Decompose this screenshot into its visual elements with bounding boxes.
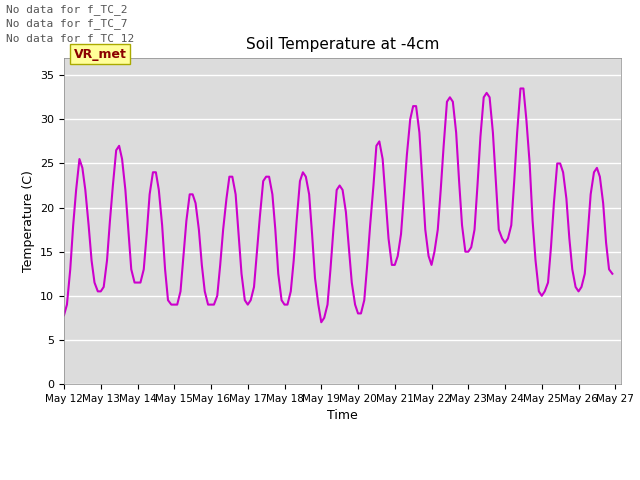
Text: VR_met: VR_met [74, 48, 127, 60]
Text: No data for f_TC_7: No data for f_TC_7 [6, 18, 128, 29]
Title: Soil Temperature at -4cm: Soil Temperature at -4cm [246, 37, 439, 52]
Text: No data for f_TC_2: No data for f_TC_2 [6, 4, 128, 15]
X-axis label: Time: Time [327, 409, 358, 422]
Y-axis label: Temperature (C): Temperature (C) [22, 170, 35, 272]
Text: No data for f_TC_12: No data for f_TC_12 [6, 33, 134, 44]
